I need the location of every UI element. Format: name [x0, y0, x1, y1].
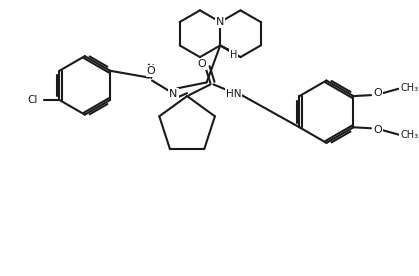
- Text: O: O: [373, 125, 382, 135]
- Text: O: O: [147, 66, 155, 76]
- Text: O: O: [373, 88, 382, 98]
- Text: N: N: [169, 89, 178, 99]
- Text: H: H: [230, 50, 238, 60]
- Text: CH₃: CH₃: [400, 83, 418, 93]
- Text: HN: HN: [226, 89, 242, 99]
- Text: CH₃: CH₃: [400, 130, 418, 140]
- Text: Cl: Cl: [28, 95, 38, 105]
- Text: O: O: [197, 59, 206, 69]
- Text: N: N: [216, 17, 225, 27]
